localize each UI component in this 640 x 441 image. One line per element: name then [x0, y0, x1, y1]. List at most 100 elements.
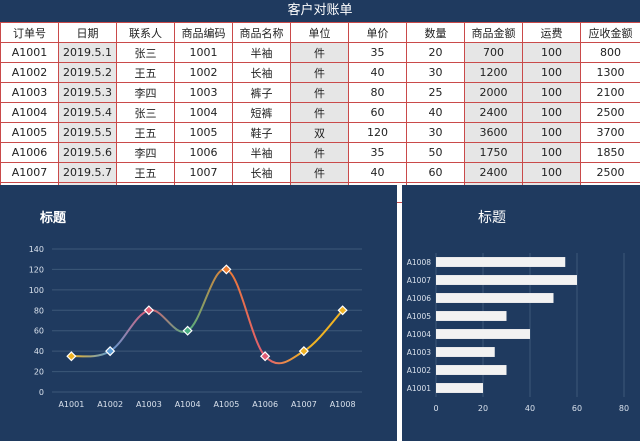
- y-tick-label: A1006: [407, 294, 431, 303]
- table-cell[interactable]: 2500: [580, 102, 640, 123]
- table-cell[interactable]: 件: [290, 42, 349, 63]
- table-cell[interactable]: 商品金额: [464, 22, 523, 43]
- table-cell[interactable]: 30: [406, 122, 465, 143]
- table-cell[interactable]: 700: [464, 42, 523, 63]
- table-cell[interactable]: 1003: [174, 82, 233, 103]
- table-cell[interactable]: 件: [290, 142, 349, 163]
- table-cell[interactable]: 长袖: [232, 62, 291, 83]
- table-cell[interactable]: 李四: [116, 82, 175, 103]
- table-cell[interactable]: 日期: [58, 22, 117, 43]
- table-cell[interactable]: 30: [406, 62, 465, 83]
- table-cell[interactable]: 2019.5.6: [58, 142, 117, 163]
- table-cell[interactable]: A1001: [0, 42, 59, 63]
- table-cell[interactable]: 2019.5.3: [58, 82, 117, 103]
- table-cell[interactable]: 商品编码: [174, 22, 233, 43]
- table-cell[interactable]: 100: [522, 122, 581, 143]
- table-cell[interactable]: 王五: [116, 122, 175, 143]
- table-cell[interactable]: 60: [348, 102, 407, 123]
- table-cell[interactable]: 张三: [116, 42, 175, 63]
- table-cell[interactable]: A1004: [0, 102, 59, 123]
- table-cell[interactable]: 40: [406, 102, 465, 123]
- table-row: A1002 2019.5.2 王五 1002 长袖件 40 30 1200 100 1300: [0, 62, 640, 83]
- table-cell[interactable]: 3600: [464, 122, 523, 143]
- x-tick-label: 80: [619, 404, 629, 413]
- bar: [436, 293, 554, 303]
- table-cell[interactable]: A1003: [0, 82, 59, 103]
- table-cell[interactable]: 半袖: [232, 42, 291, 63]
- table-cell[interactable]: 鞋子: [232, 122, 291, 143]
- table-cell[interactable]: 40: [348, 62, 407, 83]
- table-cell[interactable]: 1850: [580, 142, 640, 163]
- bar: [436, 257, 566, 267]
- table-cell[interactable]: 20: [406, 42, 465, 63]
- table-cell[interactable]: 100: [522, 42, 581, 63]
- table-cell[interactable]: 2000: [464, 82, 523, 103]
- table-cell[interactable]: 应收金额: [580, 22, 640, 43]
- table-cell[interactable]: 件: [290, 62, 349, 83]
- table-cell[interactable]: 数量: [406, 22, 465, 43]
- table-cell[interactable]: 件: [290, 162, 349, 183]
- table-cell[interactable]: 1005: [174, 122, 233, 143]
- table-cell[interactable]: 1004: [174, 102, 233, 123]
- table-cell[interactable]: 2019.5.4: [58, 102, 117, 123]
- table-cell[interactable]: 1007: [174, 162, 233, 183]
- table-cell[interactable]: 100: [522, 82, 581, 103]
- bar-chart-title: 标题: [478, 210, 506, 226]
- table-cell[interactable]: 王五: [116, 62, 175, 83]
- x-tick-label: A1002: [97, 400, 123, 409]
- table-cell[interactable]: 2400: [464, 162, 523, 183]
- table-cell[interactable]: 半袖: [232, 142, 291, 163]
- table-cell[interactable]: 王五: [116, 162, 175, 183]
- table-cell[interactable]: 100: [522, 62, 581, 83]
- table-cell[interactable]: 120: [348, 122, 407, 143]
- table-cell[interactable]: A1002: [0, 62, 59, 83]
- table-cell[interactable]: A1006: [0, 142, 59, 163]
- table-cell[interactable]: 双: [290, 122, 349, 143]
- y-tick-label: 120: [29, 265, 44, 274]
- table-cell[interactable]: 1300: [580, 62, 640, 83]
- table-cell[interactable]: 2019.5.5: [58, 122, 117, 143]
- table-cell[interactable]: 件: [290, 82, 349, 103]
- table-cell[interactable]: 1750: [464, 142, 523, 163]
- table-cell[interactable]: A1005: [0, 122, 59, 143]
- table-cell[interactable]: 件: [290, 102, 349, 123]
- table-cell[interactable]: 100: [522, 102, 581, 123]
- table-cell[interactable]: 1001: [174, 42, 233, 63]
- table-cell[interactable]: 长袖: [232, 162, 291, 183]
- table-cell[interactable]: 35: [348, 142, 407, 163]
- table-cell[interactable]: 1002: [174, 62, 233, 83]
- table-cell[interactable]: 100: [522, 142, 581, 163]
- table-cell[interactable]: 裤子: [232, 82, 291, 103]
- table-cell[interactable]: 2019.5.1: [58, 42, 117, 63]
- bar: [436, 275, 577, 285]
- table-cell[interactable]: 2019.5.7: [58, 162, 117, 183]
- table-cell[interactable]: 25: [406, 82, 465, 103]
- table-cell[interactable]: 60: [406, 162, 465, 183]
- data-point: [66, 351, 77, 362]
- table-cell[interactable]: 运费: [522, 22, 581, 43]
- table-cell[interactable]: 800: [580, 42, 640, 63]
- table-cell[interactable]: 100: [522, 162, 581, 183]
- table-cell[interactable]: 联系人: [116, 22, 175, 43]
- table-cell[interactable]: 2100: [580, 82, 640, 103]
- table-cell[interactable]: 单位: [290, 22, 349, 43]
- table-cell[interactable]: 35: [348, 42, 407, 63]
- table-cell[interactable]: 1006: [174, 142, 233, 163]
- table-cell[interactable]: 订单号: [0, 22, 59, 43]
- table-row: A1004 2019.5.4 张三 1004 短裤件 60 40 2400 100 2500: [0, 102, 640, 123]
- table-cell[interactable]: 单价: [348, 22, 407, 43]
- y-tick-label: 40: [34, 347, 44, 356]
- table-cell[interactable]: 40: [348, 162, 407, 183]
- table-cell[interactable]: 2019.5.2: [58, 62, 117, 83]
- table-cell[interactable]: 张三: [116, 102, 175, 123]
- table-cell[interactable]: 短裤: [232, 102, 291, 123]
- table-cell[interactable]: 商品名称: [232, 22, 291, 43]
- table-cell[interactable]: 3700: [580, 122, 640, 143]
- table-cell[interactable]: 2400: [464, 102, 523, 123]
- table-cell[interactable]: 2500: [580, 162, 640, 183]
- table-cell[interactable]: 1200: [464, 62, 523, 83]
- table-cell[interactable]: A1007: [0, 162, 59, 183]
- table-cell[interactable]: 李四: [116, 142, 175, 163]
- table-cell[interactable]: 80: [348, 82, 407, 103]
- table-cell[interactable]: 50: [406, 142, 465, 163]
